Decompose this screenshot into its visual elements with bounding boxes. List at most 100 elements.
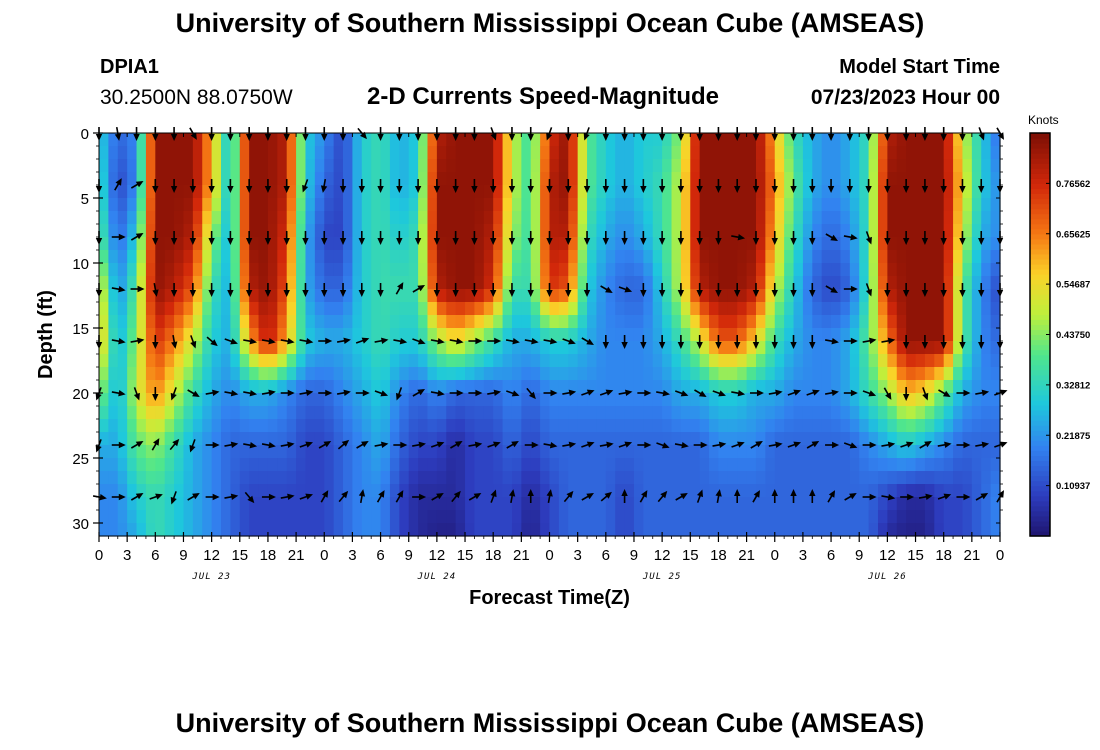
- heatmap-cell: [136, 406, 147, 420]
- heatmap-cell: [192, 172, 203, 186]
- heatmap-cell: [286, 289, 297, 303]
- heatmap-cell: [990, 302, 1001, 316]
- heatmap-cell: [793, 471, 804, 485]
- heatmap-cell: [727, 133, 738, 147]
- heatmap-cell: [418, 367, 429, 381]
- arrow-head: [527, 186, 534, 193]
- heatmap-cell: [934, 159, 945, 173]
- heatmap-cell: [662, 237, 673, 251]
- heatmap-cell: [389, 432, 400, 446]
- heatmap-cell: [812, 432, 823, 446]
- heatmap-cell: [164, 523, 175, 537]
- heatmap-cell: [662, 289, 673, 303]
- current-arrow: [827, 179, 835, 193]
- heatmap-cell: [821, 289, 832, 303]
- heatmap-cell: [117, 497, 128, 511]
- heatmap-cell: [549, 250, 560, 264]
- heatmap-cell: [587, 198, 598, 212]
- arrow-head: [283, 238, 290, 245]
- heatmap-cell: [305, 302, 316, 316]
- heatmap-cell: [164, 341, 175, 355]
- heatmap-cell: [558, 211, 569, 225]
- heatmap-cell: [859, 237, 870, 251]
- current-arrow: [881, 337, 896, 344]
- heatmap-cell: [774, 224, 785, 238]
- current-arrow: [787, 441, 802, 448]
- heatmap-cell: [324, 250, 335, 264]
- heatmap-cell: [549, 237, 560, 251]
- arrow-head: [718, 390, 726, 397]
- arrow-head: [99, 494, 107, 501]
- arrow-head: [323, 441, 332, 448]
- current-arrow: [299, 389, 314, 396]
- heatmap-cell: [117, 211, 128, 225]
- heatmap-cell: [145, 367, 156, 381]
- arrow-head: [809, 186, 816, 193]
- heatmap-cell: [136, 484, 147, 498]
- heatmap-cell: [868, 289, 879, 303]
- heatmap-cell: [990, 458, 1001, 472]
- heatmap-cell: [680, 328, 691, 342]
- heatmap-cell: [727, 510, 738, 524]
- heatmap-cell: [380, 159, 391, 173]
- current-arrow: [825, 389, 839, 396]
- heatmap-cell: [127, 198, 138, 212]
- arrow-head: [283, 134, 290, 141]
- heatmap-cell: [746, 146, 757, 160]
- current-arrow: [245, 179, 253, 193]
- arrow-head: [771, 134, 778, 141]
- heatmap-cell: [755, 250, 766, 264]
- heatmap-cell: [868, 471, 879, 485]
- heatmap-cell: [540, 380, 551, 394]
- heatmap-cell: [164, 484, 175, 498]
- x-tick-label: 6: [376, 547, 384, 564]
- heatmap-cell: [286, 276, 297, 290]
- heatmap-cell: [305, 198, 316, 212]
- x-tick-label: 3: [799, 547, 807, 564]
- heatmap-cell: [267, 198, 278, 212]
- heatmap-cell: [690, 458, 701, 472]
- current-arrow: [975, 441, 990, 448]
- x-tick-label: 9: [179, 547, 187, 564]
- heatmap-cell: [549, 510, 560, 524]
- current-arrow: [825, 285, 838, 293]
- heatmap-cell: [267, 367, 278, 381]
- heatmap-cell: [859, 380, 870, 394]
- x-tick-label: 0: [320, 547, 328, 564]
- heatmap-cell: [277, 380, 288, 394]
- current-arrow: [712, 441, 727, 448]
- current-arrow: [280, 338, 295, 345]
- heatmap-cell: [211, 484, 222, 498]
- heatmap-cell: [267, 354, 278, 368]
- heatmap-cell: [164, 354, 175, 368]
- heatmap-cell: [587, 276, 598, 290]
- x-tick-label: 18: [935, 547, 952, 564]
- heatmap-cell: [662, 250, 673, 264]
- heatmap-cell: [971, 354, 982, 368]
- heatmap-cell: [408, 406, 419, 420]
- heatmap-cell: [765, 393, 776, 407]
- arrow-head: [869, 493, 877, 501]
- heatmap-cell: [587, 354, 598, 368]
- current-arrow: [264, 283, 272, 297]
- arrow-head: [546, 186, 553, 193]
- heatmap-cell: [333, 419, 344, 433]
- heatmap-cell: [840, 185, 851, 199]
- heatmap-cell: [793, 497, 804, 511]
- heatmap-cell: [127, 289, 138, 303]
- colorbar-segment: [1030, 183, 1050, 190]
- heatmap-cell: [615, 302, 626, 316]
- current-arrow: [809, 489, 816, 503]
- heatmap-cell: [652, 237, 663, 251]
- heatmap-cell: [99, 289, 109, 303]
- x-tick-label: 6: [151, 547, 159, 564]
- heatmap-cell: [446, 406, 457, 420]
- heatmap-cell: [953, 172, 964, 186]
- heatmap-cell: [605, 224, 616, 238]
- arrow-head: [152, 342, 159, 349]
- arrow-head: [884, 290, 891, 297]
- current-arrow: [790, 283, 797, 297]
- heatmap-cell: [296, 198, 307, 212]
- heatmap-cell: [624, 367, 635, 381]
- heatmap-cell: [643, 510, 654, 524]
